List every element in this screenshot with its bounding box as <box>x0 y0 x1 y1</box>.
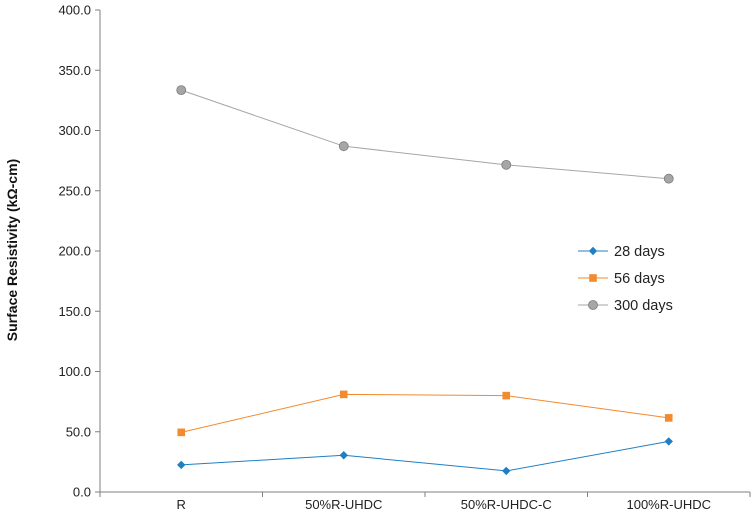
series-line <box>181 89 669 180</box>
y-tick-label: 150.0 <box>58 304 91 319</box>
data-point <box>339 390 348 399</box>
data-point <box>663 173 674 184</box>
series-300-days <box>176 85 674 184</box>
data-point <box>501 159 512 170</box>
x-tick-label: 50%R-UHDC <box>305 497 382 512</box>
x-tick-label: 50%R-UHDC-C <box>461 497 552 512</box>
axes <box>95 9 751 497</box>
y-tick-label: 400.0 <box>58 3 91 18</box>
legend-entry: 300 days <box>578 298 673 314</box>
x-tick-label: R <box>177 497 186 512</box>
legend-label: 28 days <box>614 244 665 260</box>
data-point <box>339 451 348 460</box>
series-56-days <box>177 390 673 437</box>
legend-entry: 28 days <box>578 244 665 260</box>
legend-label: 300 days <box>614 298 673 314</box>
y-tick-label: 100.0 <box>58 364 91 379</box>
x-tick-label: 100%R-UHDC <box>626 497 711 512</box>
y-tick-labels: 0.0 50.0 100.0 150.0 200.0 250.0 300.0 350.0 400… <box>58 3 91 500</box>
legend-swatch-marker <box>589 274 597 282</box>
legend-label: 56 days <box>614 271 665 287</box>
data-point <box>502 391 511 400</box>
legend-entry: 56 days <box>578 271 665 287</box>
legend-swatch-marker <box>588 300 598 310</box>
data-point <box>338 141 349 152</box>
series-layer <box>176 85 674 476</box>
y-tick-label: 0.0 <box>73 485 91 500</box>
y-axis-label: Surface Resistivity (kΩ-cm) <box>4 159 20 341</box>
data-point <box>177 460 186 470</box>
data-point <box>664 414 673 422</box>
data-point <box>176 85 187 96</box>
y-tick-label: 50.0 <box>66 424 91 439</box>
data-point <box>502 466 511 476</box>
x-tick-labels: R 50%R-UHDC 50%R-UHDC-C 100%R-UHDC <box>177 497 711 512</box>
data-point <box>664 437 673 446</box>
y-tick-label: 350.0 <box>58 63 91 78</box>
data-point <box>177 428 186 437</box>
y-tick-label: 300.0 <box>58 123 91 138</box>
series-line <box>181 393 669 433</box>
series-28-days <box>177 437 673 476</box>
y-tick-label: 250.0 <box>58 183 91 198</box>
y-tick-label: 200.0 <box>58 244 91 259</box>
legend-swatch-marker <box>588 246 598 256</box>
series-line <box>181 440 669 472</box>
legend: 28 days 56 days 300 days <box>578 244 673 314</box>
